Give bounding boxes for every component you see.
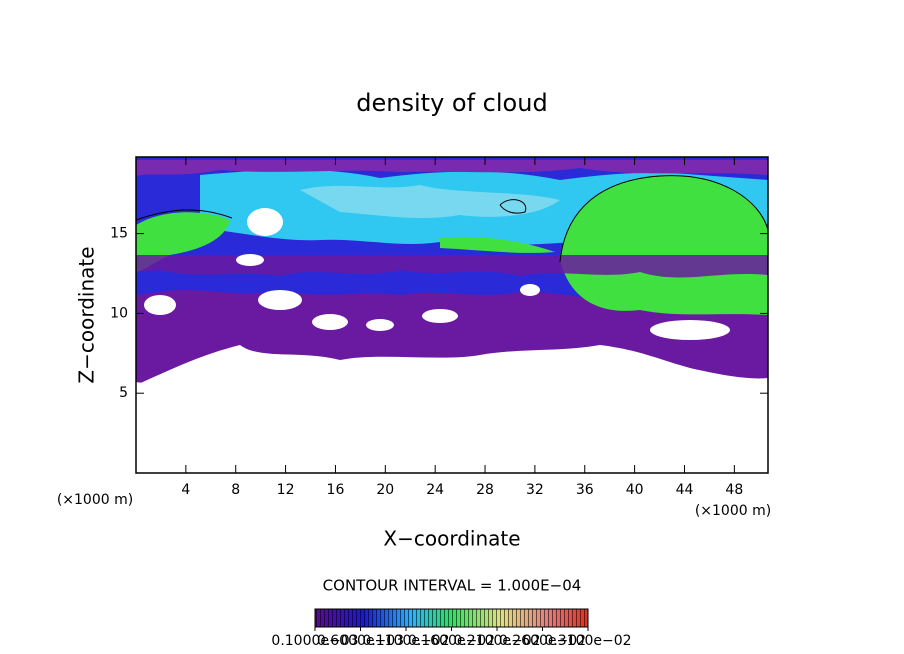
- colorbar-lines: [314, 608, 589, 628]
- x-tick-label: 40: [626, 482, 644, 498]
- y-axis-label: Z−coordinate: [75, 246, 99, 383]
- y-tick-label: 15: [110, 226, 128, 242]
- colorbar-tick-label: 0.1000e−03: [271, 633, 358, 649]
- x-tick-label: 24: [426, 482, 444, 498]
- colorbar-tick-label: 0.1600e−02: [408, 633, 495, 649]
- colorbar-tick-label: 0.3100e−02: [544, 633, 631, 649]
- x-axis-label: X−coordinate: [383, 527, 520, 551]
- colorbar-tick-label: 0.2600e−02: [499, 633, 586, 649]
- x-tick-label: 12: [277, 482, 295, 498]
- plot-frame: [135, 156, 769, 474]
- x-tick-label: 4: [181, 482, 190, 498]
- chart-title: density of cloud: [356, 89, 547, 117]
- y-tick-label: 5: [119, 385, 128, 401]
- y-tick-label: 10: [110, 305, 128, 321]
- colorbar-tick-label: 0.2100e−02: [453, 633, 540, 649]
- x-tick-label: 28: [476, 482, 494, 498]
- colorbar-tick-label: 0.1100e−02: [362, 633, 449, 649]
- x-tick-label: 16: [327, 482, 345, 498]
- colorbar-tick-label: 0.6000e−03: [317, 633, 404, 649]
- contour-annotation: CONTOUR INTERVAL = 1.000E−04: [323, 577, 582, 595]
- x-tick-label: 44: [676, 482, 694, 498]
- y-unit: (×1000 m): [57, 492, 133, 508]
- x-tick-label: 8: [231, 482, 240, 498]
- x-tick-label: 32: [526, 482, 544, 498]
- x-tick-label: 48: [725, 482, 743, 498]
- x-unit: (×1000 m): [695, 503, 771, 519]
- cloud-field: [136, 157, 768, 473]
- x-tick-label: 20: [376, 482, 394, 498]
- x-tick-label: 36: [576, 482, 594, 498]
